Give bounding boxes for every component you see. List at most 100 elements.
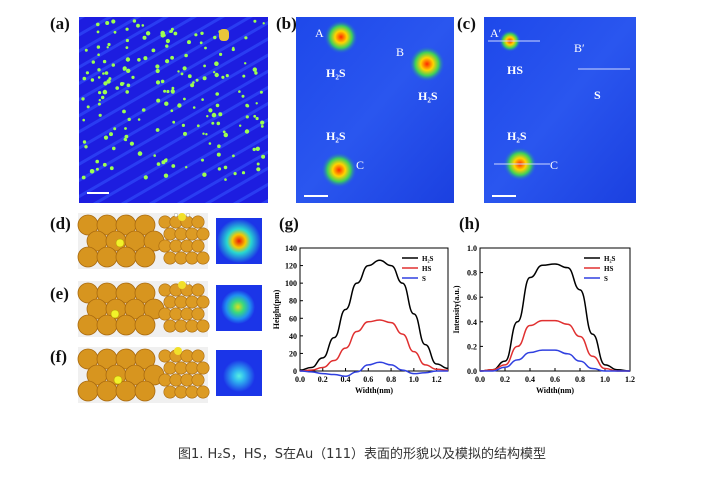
gold-atom (96, 246, 118, 268)
x-tick-label: 0.0 (475, 375, 485, 384)
adsorbate-dot (124, 134, 129, 139)
adsorbate-dot (204, 46, 207, 50)
adsorbate-dot (260, 120, 265, 125)
gold-atom (196, 295, 210, 309)
adsorbate-dot (97, 53, 100, 56)
gold-atom (158, 239, 172, 253)
legend-label: HS (604, 265, 613, 273)
gold-atom (115, 246, 137, 268)
adsorbate-dot (81, 97, 85, 101)
legend-label: H₂S (422, 255, 434, 263)
panel-d-label: (d) (50, 214, 71, 233)
annotation-h2s: H₂S (507, 129, 527, 143)
adsorbate-dot (244, 129, 250, 134)
y-axis-label: Height(pm) (272, 289, 281, 329)
adsorbate-dot (155, 128, 160, 132)
chart-g: 0.0 0.2 0.4 0.6 0.8 1.0 1.2 0 20 40 60 80 100 120 140 W… (272, 244, 449, 395)
adsorbate-dot (91, 60, 95, 64)
y-axis-label: Intensity(a.u.) (452, 285, 461, 333)
adsorbate-dot (254, 71, 258, 75)
annotation-B-prime: B′ (574, 41, 585, 55)
adsorbate-dot (132, 19, 137, 23)
adsorbate-dot (166, 89, 170, 94)
adsorbate-dot (106, 46, 109, 49)
adsorbate-dot (202, 76, 207, 81)
gold-atom (191, 283, 205, 297)
adsorbate-dot (96, 22, 100, 27)
gold-atom (158, 307, 172, 321)
y-tick-label: 0 (293, 367, 297, 376)
adsorbate-dot (238, 90, 241, 93)
adsorbate-dot (222, 130, 226, 134)
adsorbate-dot (163, 173, 169, 178)
adsorbate-dot (206, 115, 209, 118)
adsorbate-dot (244, 62, 247, 65)
gold-atom (196, 251, 210, 265)
adsorbate-dot (131, 75, 135, 79)
adsorbate-dot (196, 124, 200, 128)
adsorbate-dot (169, 30, 172, 33)
panel-c-label: (c) (457, 14, 476, 33)
adsorbate-dot (125, 38, 129, 43)
structure-model-d (77, 213, 210, 269)
y-tick-label: 0.4 (467, 318, 477, 327)
molecule-A-spot (324, 20, 358, 54)
adsorbate-dot (208, 142, 212, 145)
gold-atom (196, 319, 210, 333)
adsorbate-dot (155, 80, 161, 85)
annotation-s: S (594, 88, 601, 102)
panel-f-label: (f) (50, 347, 67, 366)
adsorbate-dot (201, 98, 204, 101)
adsorbate-dot (115, 86, 119, 90)
gold-atom (163, 319, 177, 333)
adsorbate-dot (185, 166, 188, 169)
adsorbate-dot (252, 147, 256, 152)
adsorbate-dot (215, 92, 219, 96)
adsorbate-dot (155, 64, 160, 69)
adsorbate-dot (105, 21, 110, 25)
adsorbate-dot (262, 22, 265, 25)
y-tick-label: 0.8 (467, 269, 477, 278)
adsorbate-dot (255, 116, 259, 121)
x-tick-label: 0.0 (295, 375, 305, 384)
adsorbate-dot (208, 108, 213, 113)
x-tick-label: 0.2 (500, 375, 510, 384)
hydrogen-atom (173, 213, 178, 217)
adsorbate-dot (244, 36, 248, 40)
simulated-image-d (216, 218, 262, 264)
adsorbate-dot (102, 89, 108, 95)
sulfur-atom (110, 309, 120, 319)
adsorbate-dot (125, 57, 131, 62)
y-tick-label: 0.0 (467, 367, 477, 376)
adsorbate-dot (107, 42, 111, 47)
sulfur-atom (115, 238, 125, 248)
adsorbate-dot (96, 45, 101, 49)
gold-atom (163, 295, 177, 309)
adsorbate-dot (213, 71, 216, 74)
adsorbate-dot (183, 97, 186, 101)
adsorbate-dot (173, 31, 178, 36)
sulfur-atom (113, 375, 123, 385)
gold-atom (158, 215, 172, 229)
panel-g-label: (g) (279, 214, 299, 233)
series-line-H₂S (479, 263, 631, 372)
gold-atom (96, 380, 118, 402)
adsorbate-dot (156, 98, 161, 103)
y-tick-label: 140 (285, 244, 297, 253)
adsorbate-dot (171, 90, 175, 94)
adsorbate-dot (111, 63, 115, 67)
adsorbate-dot (136, 23, 140, 28)
adsorbate-dot (82, 140, 87, 144)
adsorbate-dot (216, 121, 221, 126)
adsorbate-dot (214, 72, 219, 78)
adsorbate-dot (106, 79, 111, 84)
adsorbate-dot (96, 30, 100, 34)
y-tick-label: 100 (285, 279, 297, 288)
gold-atom (77, 246, 99, 268)
x-tick-label: 0.8 (386, 375, 396, 384)
adsorbate-dot (177, 70, 180, 73)
adsorbate-dot (141, 108, 146, 112)
gold-atom (169, 373, 183, 387)
adsorbate-dot (97, 102, 101, 106)
adsorbate-dot (104, 71, 109, 75)
